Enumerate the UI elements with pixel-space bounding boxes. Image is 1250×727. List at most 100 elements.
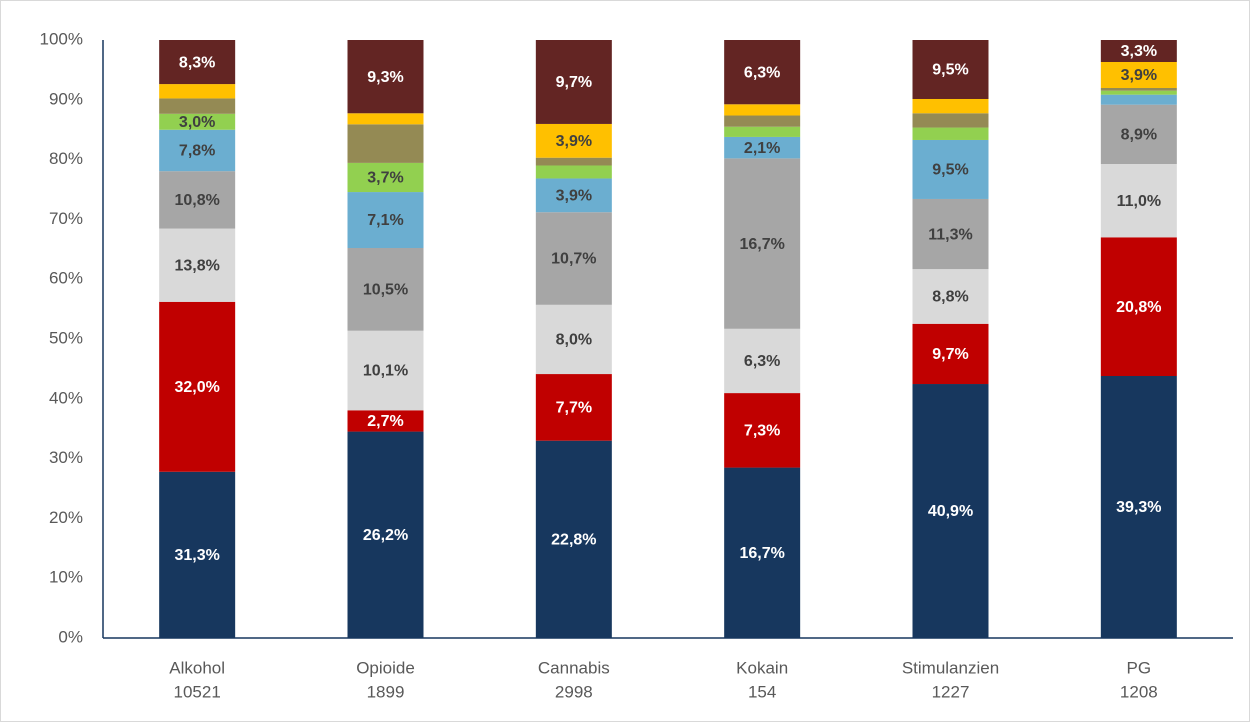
- bar-segment: [347, 410, 424, 432]
- x-tick-label: Alkohol: [169, 658, 225, 677]
- bar-segment: [347, 248, 424, 331]
- bar-segment: [159, 228, 236, 302]
- x-tick-label: Stimulanzien: [902, 658, 999, 677]
- bar-segment: [535, 440, 612, 638]
- x-tick-label: Cannabis: [538, 658, 610, 677]
- bar-segment: [535, 374, 612, 441]
- bar-segment: [347, 162, 424, 193]
- bar-segment: [159, 113, 236, 130]
- y-tick-label: 60%: [49, 269, 83, 288]
- value-label: 9,7%: [932, 346, 968, 363]
- bar-segment: [535, 165, 612, 179]
- y-tick-label: 80%: [49, 149, 83, 168]
- bar-segment: [159, 301, 236, 472]
- bar-segment: [724, 40, 801, 105]
- bar-segment: [347, 113, 424, 125]
- bar-segment: [159, 471, 236, 638]
- value-label: 3,3%: [1121, 43, 1157, 60]
- value-label: 10,8%: [174, 192, 219, 209]
- value-label: 11,0%: [1117, 193, 1161, 210]
- x-tick-count: 2998: [555, 682, 593, 701]
- bar-segment: [159, 40, 236, 85]
- bar-segment: [724, 393, 801, 468]
- value-label: 40,9%: [928, 503, 973, 520]
- bar-segment: [535, 157, 612, 166]
- bar-segment: [1100, 40, 1177, 62]
- bar-segment: [159, 171, 236, 229]
- value-label: 10,7%: [551, 251, 596, 268]
- bar-segment: [159, 98, 236, 114]
- x-tick-count: 1227: [932, 682, 970, 701]
- value-label: 39,3%: [1116, 499, 1161, 516]
- x-tick-label: Kokain: [736, 658, 788, 677]
- value-label: 10,5%: [363, 282, 408, 299]
- bar-segment: [912, 40, 989, 99]
- bar-segment: [159, 84, 236, 99]
- bar-segment: [724, 126, 801, 137]
- bar-segment: [1100, 62, 1177, 88]
- bar-segment: [912, 198, 989, 270]
- x-tick-count: 1899: [367, 682, 405, 701]
- bar-segment: [1100, 88, 1177, 91]
- value-label: 3,9%: [556, 133, 592, 150]
- x-tick-label: PG: [1127, 658, 1152, 677]
- x-tick-count: 1208: [1120, 682, 1158, 701]
- value-label: 8,9%: [1121, 127, 1157, 144]
- y-tick-label: 100%: [40, 29, 83, 48]
- bar-segment: [347, 192, 424, 248]
- y-tick-label: 40%: [49, 388, 83, 407]
- y-tick-label: 0%: [58, 627, 83, 646]
- value-label: 26,2%: [363, 527, 408, 544]
- bar-segment: [535, 178, 612, 213]
- y-tick-label: 50%: [49, 328, 83, 347]
- value-label: 7,7%: [556, 400, 592, 417]
- bar-segment: [912, 127, 989, 140]
- x-tick-label: Opioide: [356, 658, 415, 677]
- bar-segment: [912, 98, 989, 114]
- value-label: 10,1%: [363, 363, 408, 380]
- bar-segment: [159, 129, 236, 172]
- bar-segment: [912, 269, 989, 324]
- bar-segment: [535, 123, 612, 158]
- bar-segment: [724, 467, 801, 638]
- bar-segment: [347, 330, 424, 411]
- bar-segment: [912, 113, 989, 128]
- bar-segment: [724, 328, 801, 394]
- value-label: 8,3%: [179, 54, 215, 71]
- x-tick-count: 10521: [174, 682, 221, 701]
- y-tick-label: 70%: [49, 209, 83, 228]
- value-label: 9,7%: [556, 74, 592, 91]
- bar-segment: [912, 139, 989, 199]
- y-tick-label: 30%: [49, 448, 83, 467]
- y-tick-label: 10%: [49, 568, 83, 587]
- bar-segment: [724, 136, 801, 159]
- value-label: 9,5%: [932, 62, 968, 79]
- value-label: 7,3%: [744, 423, 780, 440]
- value-label: 11,3%: [928, 226, 972, 243]
- value-label: 3,7%: [367, 170, 403, 187]
- value-label: 6,3%: [744, 353, 780, 370]
- value-label: 31,3%: [174, 547, 219, 564]
- value-label: 3,9%: [1121, 67, 1157, 84]
- value-label: 16,7%: [739, 545, 784, 562]
- value-label: 9,5%: [932, 162, 968, 179]
- y-tick-label: 20%: [49, 508, 83, 527]
- bar-segment: [724, 104, 801, 116]
- value-label: 8,8%: [932, 289, 968, 306]
- bar-segment: [724, 158, 801, 329]
- bar-segment: [1100, 90, 1177, 95]
- bar-segment: [912, 384, 989, 638]
- bar-segment: [1100, 94, 1177, 105]
- value-label: 6,3%: [744, 64, 780, 81]
- value-label: 32,0%: [174, 379, 219, 396]
- y-tick-label: 90%: [49, 89, 83, 108]
- bar-segment: [347, 124, 424, 163]
- value-label: 3,9%: [556, 188, 592, 205]
- bar-segment: [535, 40, 612, 124]
- value-label: 9,3%: [367, 69, 403, 86]
- value-label: 16,7%: [739, 236, 784, 253]
- value-label: 2,1%: [744, 140, 780, 157]
- value-label: 3,0%: [179, 114, 215, 131]
- bar-segment: [912, 323, 989, 385]
